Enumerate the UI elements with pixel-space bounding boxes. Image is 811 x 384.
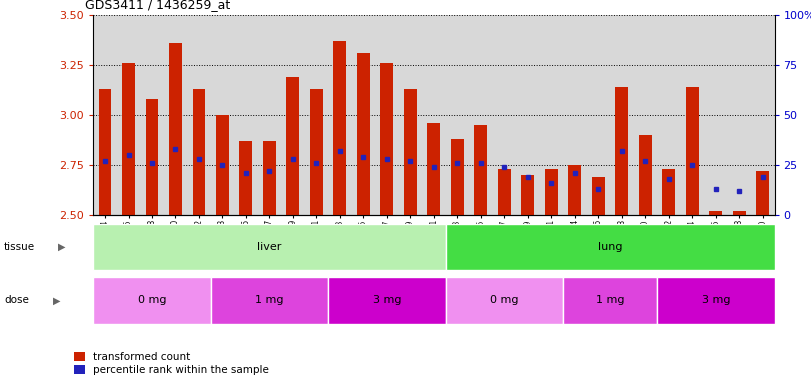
Text: 3 mg: 3 mg [702,295,730,306]
Bar [216,115,229,215]
Text: 0 mg: 0 mg [138,295,166,306]
Bar [93,223,445,270]
Bar [757,171,769,215]
Bar [657,277,775,323]
Bar [710,211,723,215]
Bar [357,53,370,215]
Bar [93,277,211,323]
Bar [145,99,158,215]
Bar [404,89,417,215]
Bar [286,77,299,215]
Bar [498,169,511,215]
Bar [169,43,182,215]
Bar [639,135,652,215]
Bar [445,223,775,270]
Text: 3 mg: 3 mg [372,295,401,306]
Bar [474,125,487,215]
Text: GDS3411 / 1436259_at: GDS3411 / 1436259_at [85,0,230,12]
Bar [616,87,629,215]
Bar [99,89,111,215]
Text: 0 mg: 0 mg [490,295,518,306]
Bar [380,63,393,215]
Bar [192,89,205,215]
Text: ▶: ▶ [53,295,60,306]
Text: tissue: tissue [4,242,35,252]
Text: liver: liver [257,242,281,252]
Bar [545,169,558,215]
Bar [663,169,676,215]
Bar [592,177,605,215]
Legend: transformed count, percentile rank within the sample: transformed count, percentile rank withi… [74,352,268,375]
Text: 1 mg: 1 mg [255,295,284,306]
Text: 1 mg: 1 mg [596,295,624,306]
Bar [263,141,276,215]
Bar [328,277,445,323]
Bar [427,123,440,215]
Bar [569,165,581,215]
Bar [310,89,323,215]
Bar [451,139,464,215]
Text: lung: lung [598,242,622,252]
Bar [686,87,699,215]
Bar [211,277,328,323]
Bar [445,277,563,323]
Bar [239,141,252,215]
Text: dose: dose [4,295,29,306]
Bar [733,211,746,215]
Bar [563,277,657,323]
Bar [521,175,534,215]
Text: ▶: ▶ [58,242,66,252]
Bar [333,41,346,215]
Bar [122,63,135,215]
